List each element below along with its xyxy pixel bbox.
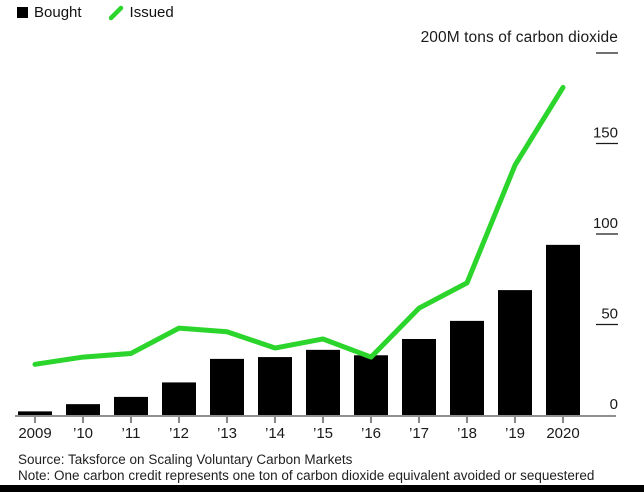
issued-line [32, 84, 566, 367]
bar-’15 [306, 349, 340, 415]
x-label-’13: ’13 [217, 425, 237, 442]
x-label-’10: ’10 [73, 425, 93, 442]
issued-swatch-icon [108, 5, 124, 21]
bar-’19 [498, 290, 532, 415]
legend-item-issued: Issued [108, 4, 174, 21]
x-label-’11: ’11 [122, 425, 141, 442]
legend-label-bought: Bought [34, 4, 82, 21]
x-label-’12: ’12 [169, 425, 189, 442]
legend: Bought Issued [17, 4, 174, 21]
bar-’17 [402, 338, 436, 415]
legend-item-bought: Bought [17, 4, 82, 21]
y-label-100: 100 [593, 215, 618, 232]
x-label-2009: 2009 [18, 425, 51, 442]
bar-’18 [450, 320, 484, 415]
bar-’11 [114, 396, 148, 415]
bar-’12 [162, 382, 196, 415]
bought-swatch-icon [17, 7, 28, 18]
x-label-2020: 2020 [546, 425, 579, 442]
y-label-150: 150 [593, 125, 618, 142]
chart-plot-area: 0 50 100 150 2009 ’10 ’11 ’12 ’13 ’14 ’15 ’16 ’17 ’18… [15, 52, 618, 442]
x-label-’15: ’15 [313, 425, 333, 442]
bottom-rule [0, 485, 644, 492]
x-label-’19: ’19 [505, 425, 525, 442]
bar-2009 [18, 411, 52, 415]
note-text: Note: One carbon credit represents one t… [18, 468, 595, 483]
bar-’16 [354, 355, 388, 415]
bar-’10 [66, 404, 100, 415]
x-label-’18: ’18 [457, 425, 477, 442]
x-label-’16: ’16 [361, 425, 381, 442]
bar-’13 [210, 358, 244, 415]
x-label-’17: ’17 [409, 425, 429, 442]
y-label-50: 50 [601, 306, 618, 323]
source-text: Source: Taksforce on Scaling Voluntary C… [18, 452, 353, 467]
legend-label-issued: Issued [129, 4, 174, 21]
bar-’14 [258, 357, 292, 415]
y-label-0: 0 [610, 396, 618, 413]
axis-title: 200M tons of carbon dioxide [420, 29, 618, 46]
x-label-’14: ’14 [265, 425, 285, 442]
bar-2020 [546, 244, 580, 415]
